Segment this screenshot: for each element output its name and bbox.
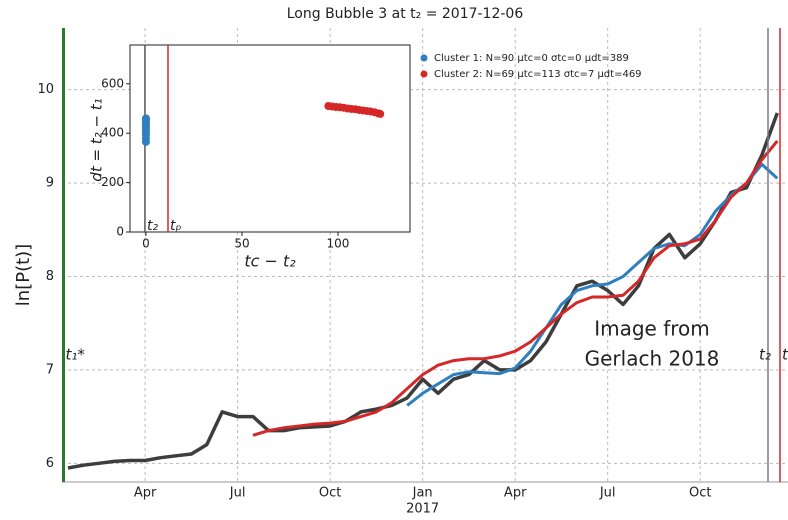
y-tick-label: 7 — [46, 362, 54, 377]
legend-label: Cluster 2: N=69 μtc=113 σtc=7 μdt=469 — [434, 69, 642, 80]
x-year-label: 2017 — [406, 502, 439, 517]
marker-label: t₂ — [759, 346, 771, 364]
x-tick-label: Oct — [689, 486, 711, 501]
y-tick-label: 6 — [46, 456, 54, 471]
marker-label: t₂ — [147, 218, 158, 234]
x-tick-label: Jul — [599, 486, 616, 501]
legend-swatch — [420, 70, 428, 78]
x-tick-label: Apr — [504, 486, 527, 501]
series-line — [67, 112, 779, 470]
marker-label: tₚ — [170, 218, 181, 234]
marker-label: t₁* — [66, 346, 86, 364]
x-tick-label: Jan — [412, 486, 433, 501]
y-tick-label: 200 — [101, 175, 124, 189]
series-line — [406, 162, 779, 407]
y-tick-label: 600 — [101, 76, 124, 90]
y-tick-label: 400 — [101, 126, 124, 140]
y-axis-label: ln[P(t)] — [13, 244, 34, 306]
annotation: Gerlach 2018 — [585, 347, 720, 371]
x-tick-label: 0 — [142, 237, 150, 251]
inset-panel — [129, 44, 411, 233]
x-tick-label: 100 — [327, 237, 350, 251]
x-axis-label: tc − t₂ — [244, 252, 296, 271]
series-line — [252, 140, 779, 437]
chart-title: Long Bubble 3 at t₂ = 2017-12-06 — [287, 6, 524, 22]
x-tick-label: Apr — [134, 486, 157, 501]
x-tick-label: Jul — [229, 486, 246, 501]
y-tick-label: 0 — [116, 225, 124, 239]
y-tick-label: 10 — [37, 82, 54, 97]
x-tick-label: 50 — [234, 237, 249, 251]
scatter-point — [141, 114, 150, 123]
marker-label: tₚ — [782, 346, 788, 364]
legend-swatch — [420, 54, 428, 62]
y-tick-label: 9 — [46, 176, 54, 191]
legend-label: Cluster 1: N=90 μtc=0 σtc=0 μdt=389 — [434, 53, 629, 64]
y-axis-label: dt = t₂ − t₁ — [88, 98, 106, 181]
x-tick-label: Oct — [319, 486, 341, 501]
scatter-point — [376, 109, 385, 118]
y-tick-label: 8 — [46, 269, 54, 284]
annotation: Image from — [594, 317, 710, 341]
